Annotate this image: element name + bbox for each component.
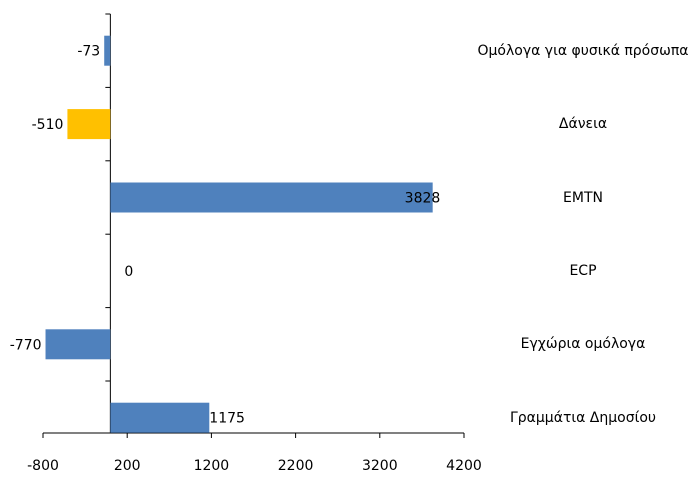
bar — [104, 35, 111, 66]
x-tick-label: 200 — [114, 458, 141, 474]
bar — [110, 402, 210, 433]
x-tick-label: -800 — [27, 458, 59, 474]
value-label: -510 — [32, 117, 64, 133]
value-label: -73 — [77, 44, 100, 60]
x-tick-label: 3200 — [362, 458, 398, 474]
value-label: 1175 — [209, 411, 245, 427]
category-label: Εγχώρια ομόλογα — [520, 336, 646, 353]
bar — [67, 109, 111, 140]
bar — [110, 182, 433, 213]
bar — [45, 329, 111, 360]
category-label: Δάνεια — [558, 116, 608, 133]
category-label: Γραμμάτια Δημοσίου — [509, 409, 656, 426]
value-label: 3828 — [405, 191, 441, 207]
value-label: -770 — [10, 337, 42, 353]
x-tick-label: 4200 — [446, 458, 482, 474]
x-tick-label: 2200 — [278, 458, 314, 474]
x-tick-label: 1200 — [194, 458, 230, 474]
value-label: 0 — [124, 264, 133, 280]
category-label: ECP — [569, 262, 597, 279]
category-label: EMTN — [563, 189, 603, 206]
category-label: Ομόλογα για φυσικά πρόσωπα — [477, 42, 689, 59]
